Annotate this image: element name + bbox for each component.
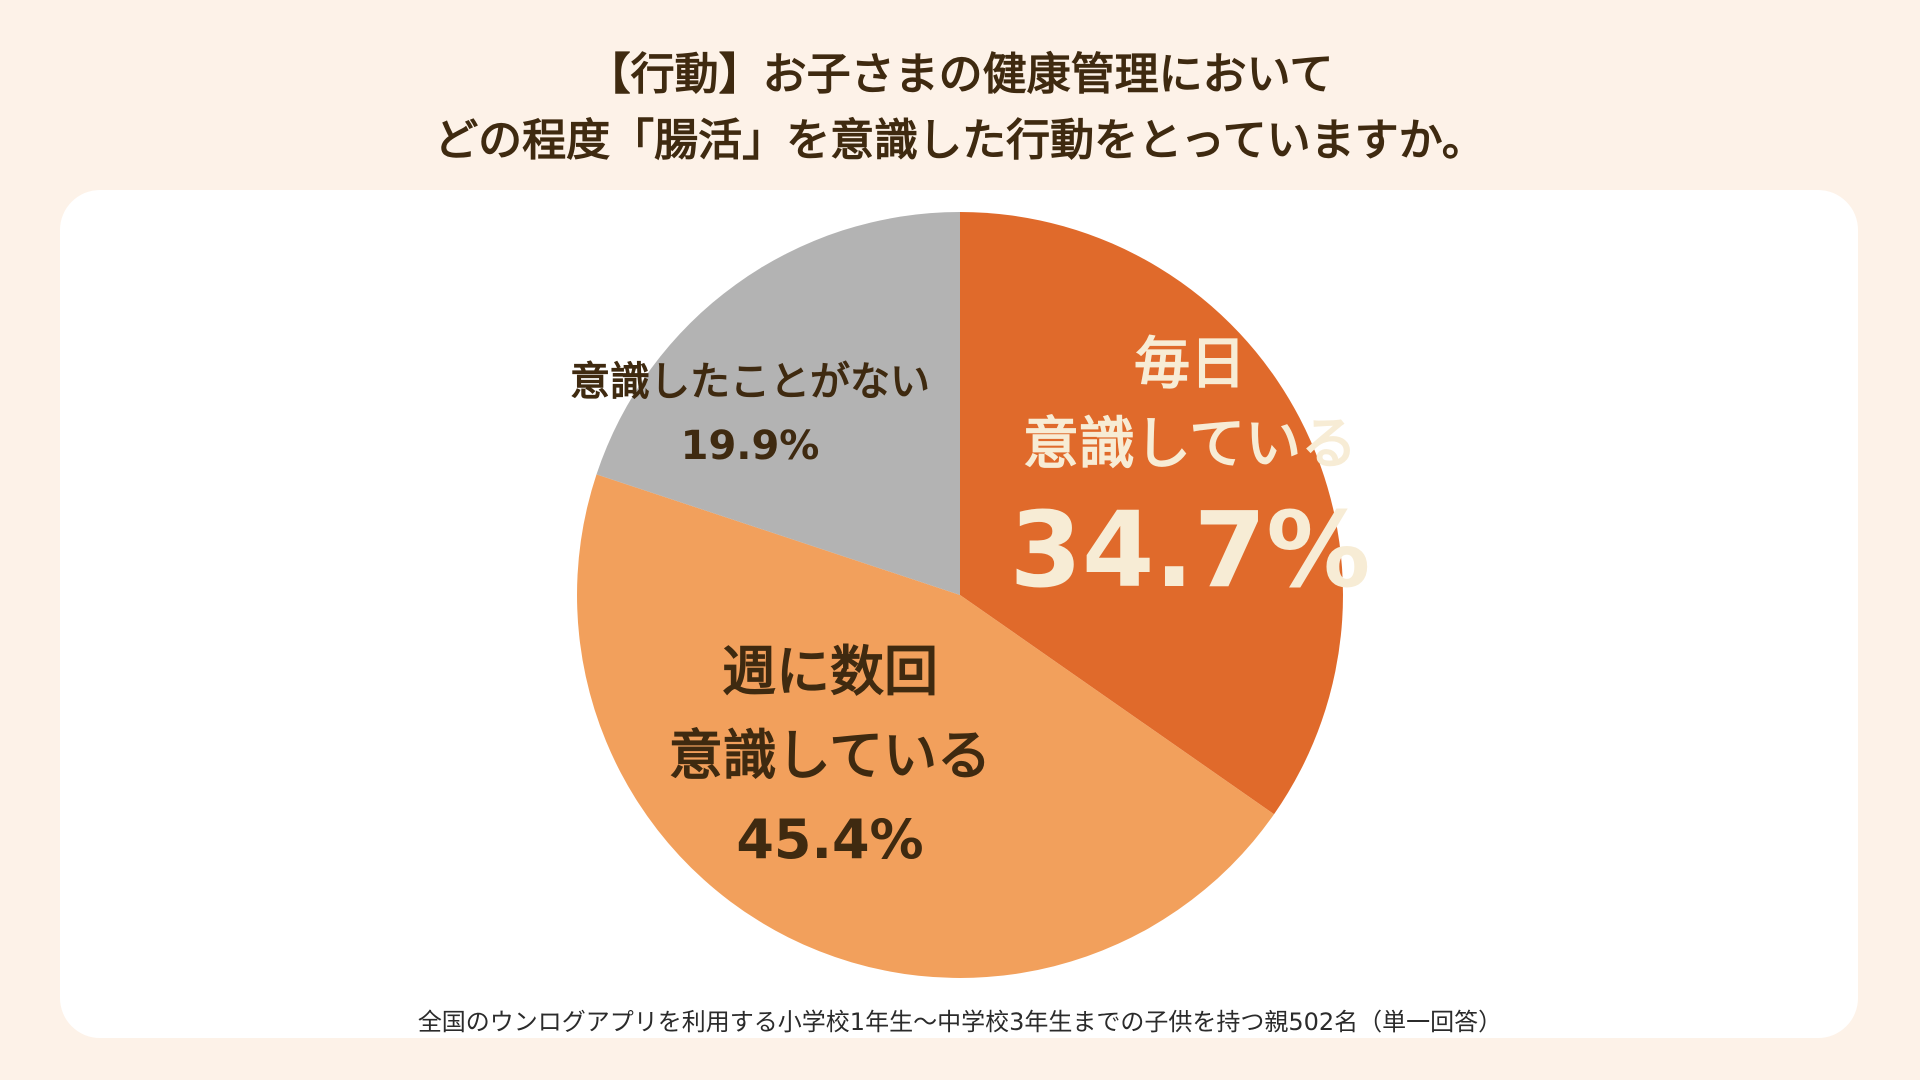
- pie-slice-weekly: [577, 474, 1275, 978]
- slice-label-weekly-line1: 週に数回: [722, 640, 938, 703]
- slice-label-daily-line2: 意識している: [1022, 412, 1358, 477]
- slice-value-daily: 34.7%: [1009, 489, 1371, 611]
- slice-value-never: 19.9%: [680, 423, 820, 469]
- slice-label-daily: 毎日 意識している 34.7%: [1000, 325, 1380, 615]
- chart-title: 【行動】お子さまの健康管理において どの程度「腸活」を意識した行動をとっています…: [0, 42, 1920, 174]
- slice-label-daily-line1: 毎日: [1134, 332, 1246, 397]
- pie-slice-never: [596, 212, 960, 595]
- slice-label-never: 意識したことがない 19.9%: [520, 350, 980, 478]
- pie-slice-daily: [960, 212, 1343, 815]
- slice-label-weekly-line2: 意識している: [668, 724, 992, 787]
- slice-label-weekly: 週に数回 意識している 45.4%: [640, 630, 1020, 882]
- slice-label-never-line1: 意識したことがない: [570, 359, 930, 405]
- slice-value-weekly: 45.4%: [736, 808, 924, 871]
- chart-title-line2: どの程度「腸活」を意識した行動をとっていますか。: [434, 115, 1486, 166]
- chart-title-line1: 【行動】お子さまの健康管理において: [586, 49, 1334, 100]
- footnote: 全国のウンログアプリを利用する小学校1年生〜中学校3年生までの子供を持つ親502…: [417, 1008, 1503, 1036]
